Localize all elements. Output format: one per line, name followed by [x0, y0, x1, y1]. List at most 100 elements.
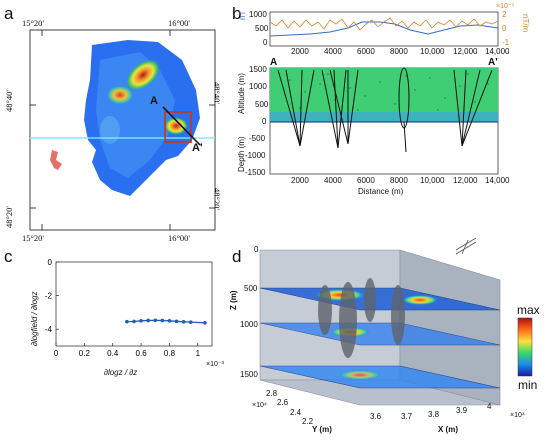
- panel-c-data-point: [181, 320, 186, 324]
- top-left-ylabel: nT: [238, 10, 247, 20]
- section-profile-start: A: [270, 57, 278, 68]
- colorbar-min: min: [518, 378, 538, 392]
- x-tick-14000: 14,000: [485, 176, 510, 185]
- profile-line: [162, 106, 201, 146]
- z-tick-0: 0: [254, 245, 259, 254]
- depth-label: Depth (m): [237, 136, 246, 172]
- panel-b-figure: [269, 11, 499, 175]
- top-x-tick-12000: 12,000: [453, 47, 478, 56]
- panel-c-chart: 0 0.2 0.4 0.6 0.8 1 0 -2 -4: [45, 258, 213, 358]
- panel-d-figure: [259, 237, 533, 406]
- slice-1500-anomaly: [338, 370, 382, 380]
- panel-c-x-tick-label: 1: [196, 349, 201, 358]
- y-tick-500: 500: [255, 100, 269, 109]
- y-axis-label: Y (m): [312, 425, 332, 434]
- panel-a-letter: a: [4, 4, 14, 23]
- lon-label-right-top: 16°00': [168, 18, 190, 28]
- panel-c-data-point: [153, 318, 158, 323]
- map-profile-end: A': [192, 142, 203, 154]
- x-tick-4: 4: [487, 402, 492, 411]
- y-tick-2-2: 2.2: [302, 417, 314, 426]
- source-lines: [277, 67, 493, 153]
- top-left-tick-1000: 1000: [249, 10, 267, 19]
- x-tick-6000: 6000: [357, 176, 375, 185]
- panel-c-x-exponent: ×10⁻³: [206, 361, 224, 368]
- top-profile-frame: [269, 11, 499, 47]
- panel-c-y-tick-label: -2: [45, 292, 53, 301]
- y-tick-neg1000: -1000: [245, 151, 266, 160]
- map-frame-ticks: [30, 30, 215, 230]
- top-left-tick-500: 500: [255, 24, 269, 33]
- panel-c-data-point: [132, 319, 136, 324]
- section-profile-end: A': [488, 57, 498, 68]
- panel-a-map: [29, 29, 216, 231]
- top-right-tick-neg1: -1: [502, 38, 510, 47]
- panel-c-x-tick-label: 0.6: [136, 349, 148, 358]
- x-tick-4000: 4000: [324, 176, 342, 185]
- top-x-tick-4000: 4000: [324, 47, 342, 56]
- x-tick-3-6: 3.6: [370, 412, 382, 421]
- x-tick-3-9: 3.9: [456, 406, 468, 415]
- z-axis-label: Z (m): [229, 290, 238, 310]
- panel-c-y-tick-label: -4: [45, 325, 53, 334]
- y-tick-1000: 1000: [249, 82, 267, 91]
- x-tick-12000: 12,000: [453, 176, 478, 185]
- panel-c-data-point: [203, 321, 207, 325]
- top-x-tick-8000: 8000: [390, 47, 408, 56]
- x-tick-3-8: 3.8: [428, 410, 440, 419]
- z-tick-1500: 1500: [240, 370, 258, 379]
- top-right-ylabel: nT/m: [521, 14, 530, 33]
- lon-label-right-bottom: 16°00': [168, 233, 190, 243]
- top-right-tick-0: 0: [502, 24, 507, 33]
- x-tick-8000: 8000: [390, 176, 408, 185]
- y-tick-neg500: -500: [249, 134, 266, 143]
- top-x-tick-14000: 14,000: [485, 47, 510, 56]
- panel-c-data-point: [139, 319, 143, 323]
- y-tick-neg1500: -1500: [245, 168, 266, 177]
- panel-c-x-tick-label: 0.2: [79, 349, 91, 358]
- map-profile-start: A: [150, 95, 158, 107]
- x-exponent: ×10⁴: [510, 412, 525, 419]
- panel-c-data-point: [125, 319, 129, 324]
- isosurfaces: [318, 278, 405, 358]
- y-tick-2-4: 2.4: [290, 408, 302, 417]
- top-right-tick-2: 2: [502, 10, 507, 19]
- panel-c-x-tick-label: 0.4: [107, 349, 119, 358]
- altitude-label: Altitude (m): [237, 73, 246, 114]
- x-axis-label: X (m): [438, 425, 458, 434]
- top-right-exponent: ×10⁻⁵: [496, 3, 515, 10]
- panel-c-xlabel: ∂logz / ∂z: [104, 368, 138, 377]
- panel-c-data-point: [146, 318, 150, 323]
- panel-d-letter: d: [232, 247, 242, 266]
- section-dots: [289, 73, 489, 111]
- colorbar: [517, 317, 533, 377]
- y-tick-2-6: 2.6: [277, 398, 289, 407]
- y-tick-2-8: 2.8: [266, 389, 278, 398]
- y-exponent: ×10⁴: [252, 402, 267, 409]
- panel-c-data-point: [174, 319, 179, 324]
- inset-feature: [50, 150, 62, 170]
- panel-c-y-tick-label: 0: [48, 258, 53, 267]
- y-tick-0: 0: [262, 117, 267, 126]
- z-tick-500: 500: [244, 284, 258, 293]
- x-tick-3-7: 3.7: [401, 412, 413, 421]
- gradient-curve: [269, 17, 499, 31]
- anomaly-west: [106, 85, 134, 105]
- panel-c-data-point: [167, 319, 172, 323]
- ground-band: [270, 112, 498, 122]
- anomaly-profile: [164, 117, 188, 135]
- lon-label-left-top: 15°20': [22, 18, 44, 28]
- panel-c-letter: c: [4, 247, 13, 266]
- colorbar-max: max: [517, 303, 540, 317]
- field-curve: [269, 21, 499, 37]
- orientation-icon: [455, 237, 477, 255]
- slice-500-anomaly-2: [402, 295, 438, 305]
- x-tick-2000: 2000: [291, 176, 309, 185]
- anomaly-north: [125, 59, 161, 91]
- lon-label-left-bottom: 15°20': [22, 233, 44, 243]
- panel-c-x-tick-label: 0: [54, 349, 59, 358]
- panel-c-data-point: [160, 318, 165, 323]
- survey-area-inner: [96, 52, 175, 178]
- top-x-tick-2000: 2000: [291, 47, 309, 56]
- top-x-tick-10000: 10,000: [420, 47, 445, 56]
